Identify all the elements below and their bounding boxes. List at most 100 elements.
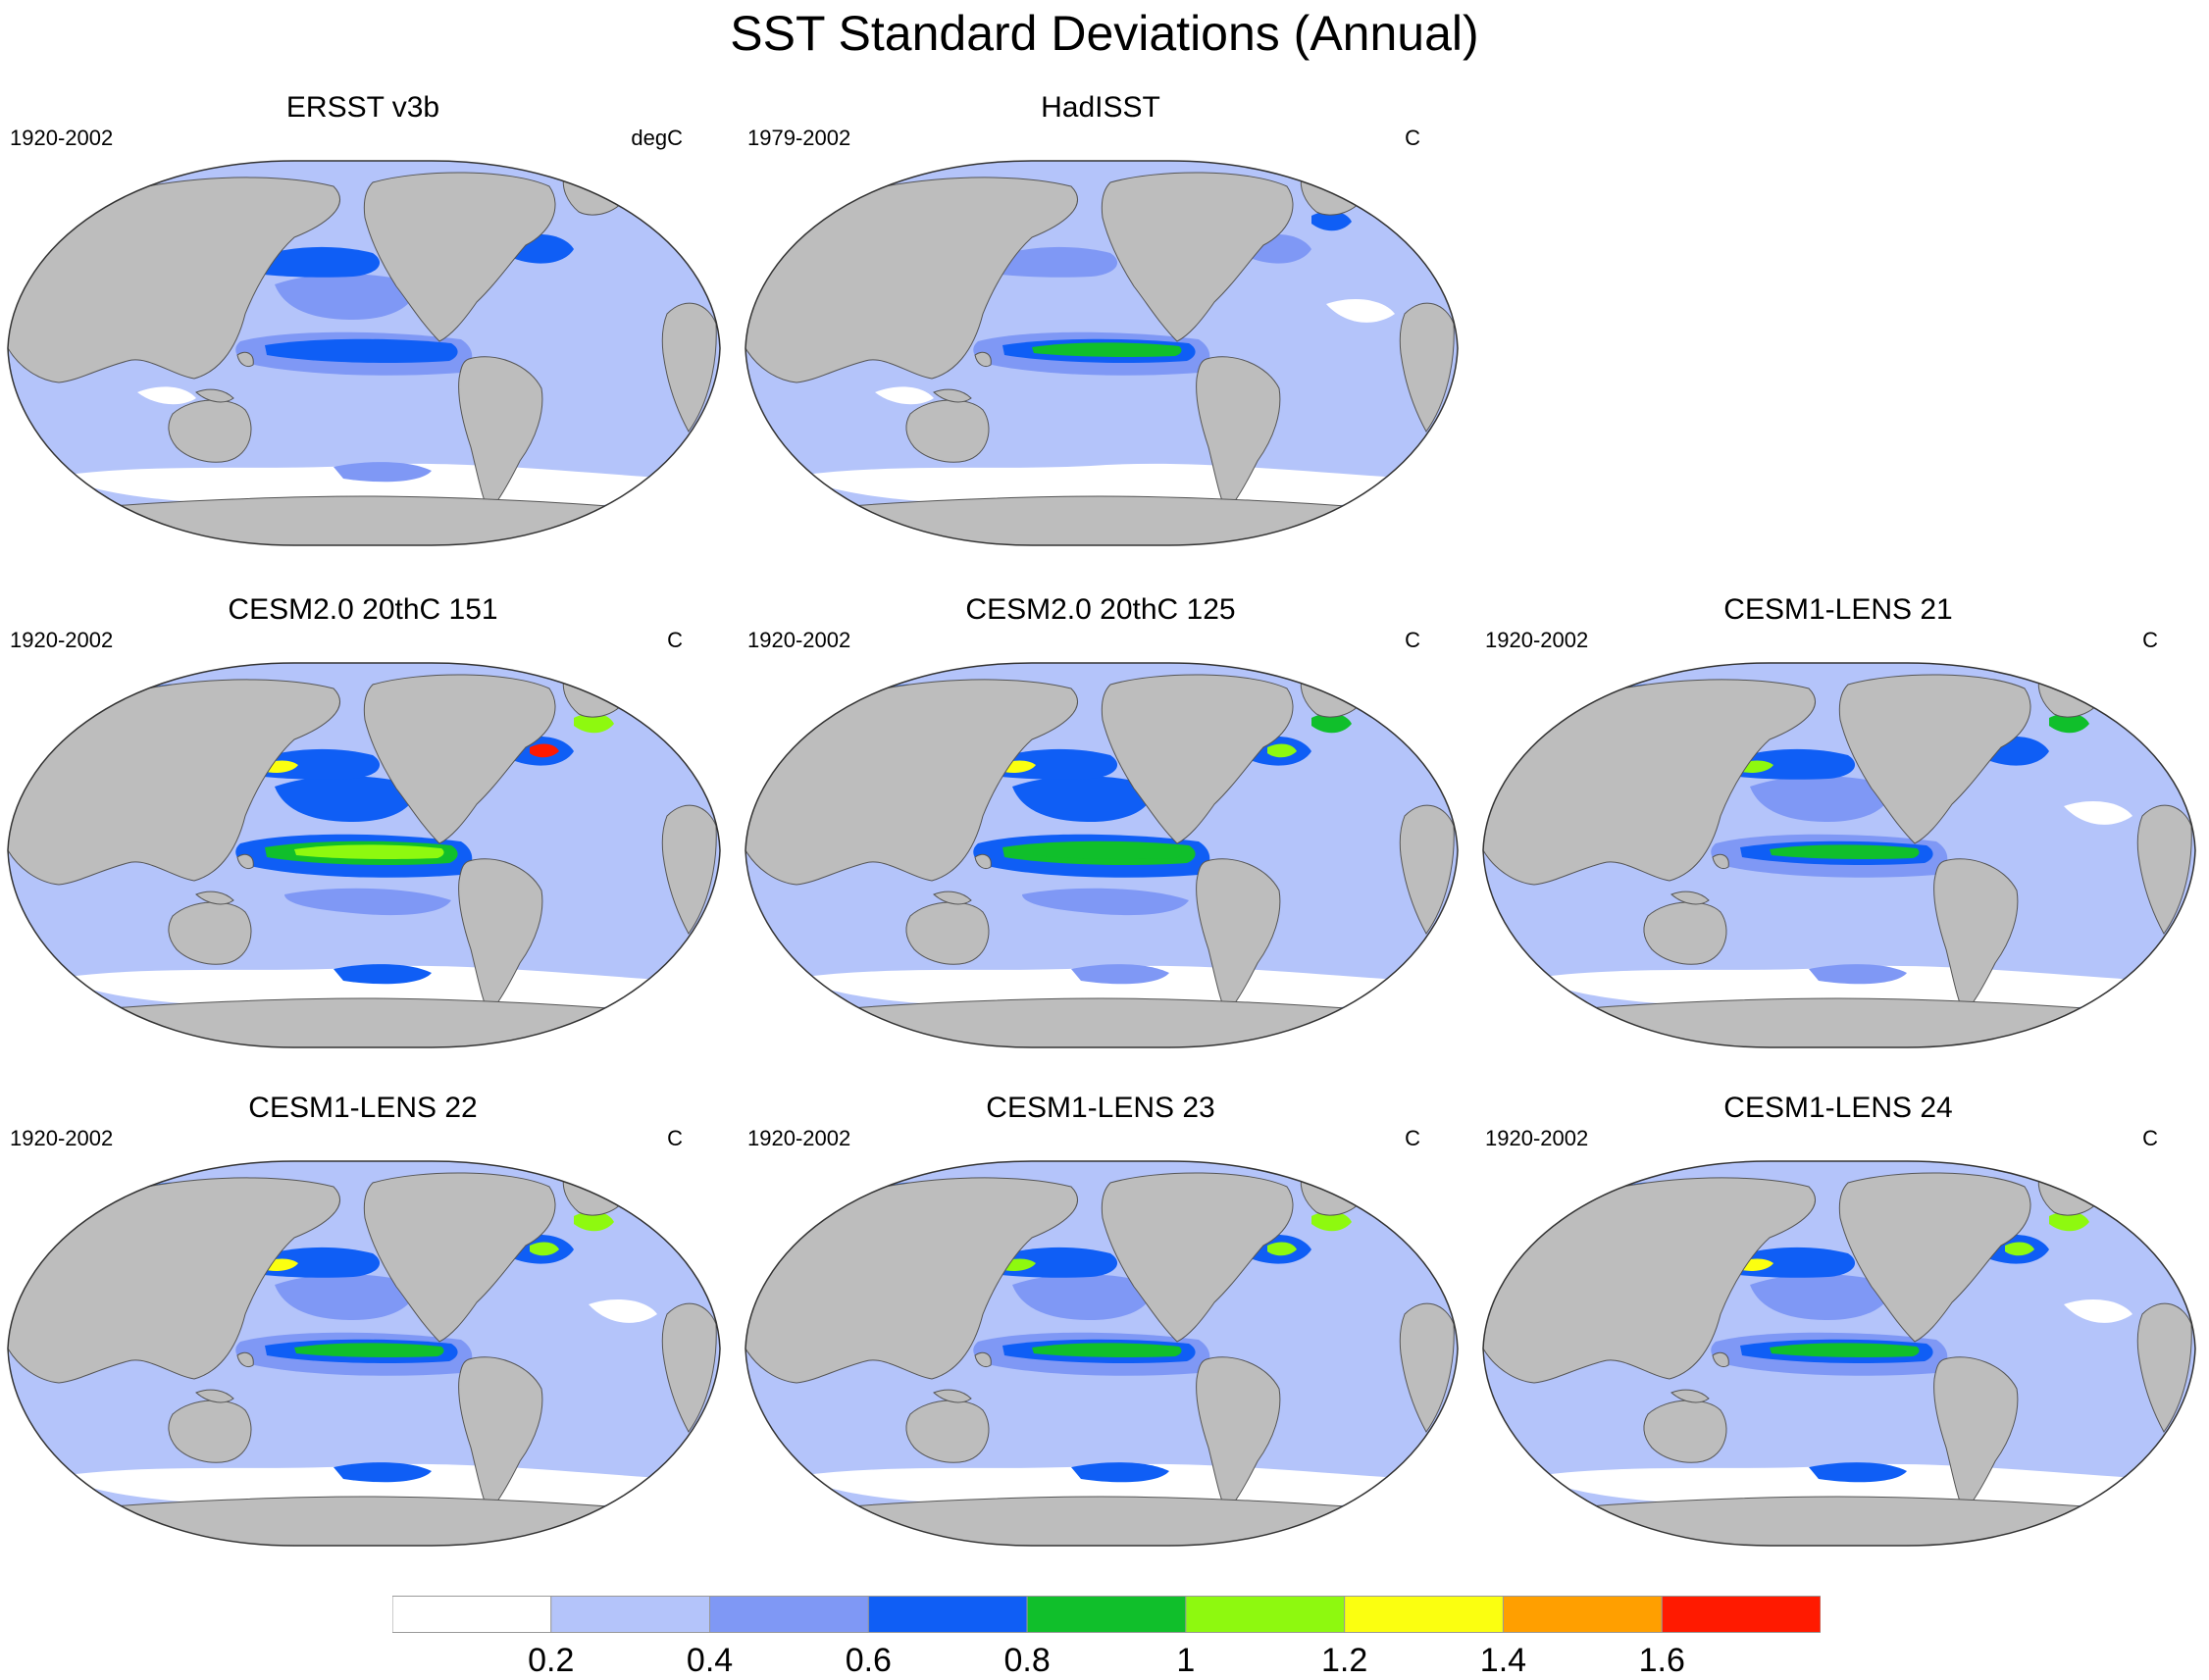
contour-soPac bbox=[1809, 964, 1907, 985]
contour-whiteSouth bbox=[1534, 1463, 2152, 1509]
panel-units: C bbox=[2142, 1126, 2158, 1150]
panel-units: C bbox=[1405, 628, 1420, 652]
contour-whiteSouth bbox=[796, 1463, 1414, 1509]
sst-field bbox=[1483, 1161, 2195, 1546]
panel-title: HadISST bbox=[1041, 91, 1160, 124]
contour-eqHot bbox=[1032, 1343, 1182, 1357]
map-panel-lens-21: CESM1-LENS 21 1920-2002 C bbox=[1475, 592, 2201, 1063]
land-mass bbox=[1542, 997, 2144, 1047]
land-mass bbox=[661, 804, 717, 935]
panel-title: CESM1-LENS 21 bbox=[1723, 593, 1953, 626]
colorbar-tick-label: 1.6 bbox=[1638, 1642, 1685, 1679]
contour-labrador bbox=[574, 1211, 614, 1232]
panel-units: C bbox=[667, 628, 683, 652]
map-outline bbox=[7, 662, 721, 1048]
colorbar-swatch bbox=[1026, 1596, 1187, 1633]
land-mass bbox=[67, 1496, 669, 1546]
land-mass bbox=[195, 1389, 234, 1403]
colorbar-tick-label: 1.4 bbox=[1479, 1642, 1527, 1679]
contour-npac bbox=[1750, 776, 1889, 822]
colorbar-swatch bbox=[1661, 1596, 1821, 1633]
contour-gulfHot bbox=[1267, 743, 1297, 758]
land-mass bbox=[804, 495, 1407, 545]
land-mass bbox=[2136, 1302, 2192, 1433]
panel-period: 1920-2002 bbox=[10, 126, 114, 150]
contour-whiteMid bbox=[137, 386, 196, 405]
contour-labrador bbox=[1311, 1211, 1352, 1232]
contour-soPac bbox=[334, 1462, 432, 1483]
land-mass bbox=[974, 351, 992, 368]
contour-whiteSouth bbox=[59, 965, 677, 1011]
panel-period: 1920-2002 bbox=[747, 628, 851, 652]
land-mass bbox=[363, 172, 556, 342]
contour-npac bbox=[1012, 1274, 1152, 1320]
land-mass bbox=[1712, 853, 1729, 870]
panel-title: CESM2.0 20thC 151 bbox=[228, 593, 498, 626]
contour-whiteSouth bbox=[796, 463, 1414, 509]
colorbar-tick-label: 0.4 bbox=[686, 1642, 734, 1679]
panel-period: 1920-2002 bbox=[747, 1126, 851, 1150]
figure-title: SST Standard Deviations (Annual) bbox=[730, 6, 1479, 61]
colorbar-tick-label: 1.2 bbox=[1321, 1642, 1368, 1679]
land-mass bbox=[1712, 1351, 1729, 1368]
land-mass bbox=[974, 1351, 992, 1368]
colorbar-tick-label: 0.8 bbox=[1003, 1642, 1051, 1679]
colorbar-swatch bbox=[1502, 1596, 1663, 1633]
land-mass bbox=[1399, 302, 1455, 433]
panel-units: C bbox=[1405, 1126, 1420, 1150]
land-mass bbox=[1670, 1389, 1710, 1403]
map-panel-ersst: ERSST v3b 1920-2002 degC bbox=[0, 90, 726, 561]
sst-field bbox=[8, 1161, 720, 1546]
map-panel-lens-22: CESM1-LENS 22 1920-2002 C bbox=[0, 1091, 726, 1561]
panel-period: 1920-2002 bbox=[10, 628, 114, 652]
sst-map bbox=[745, 662, 1459, 1048]
contour-gulfHot bbox=[1267, 1242, 1297, 1256]
colorbar-tick-label: 0.6 bbox=[845, 1642, 892, 1679]
contour-labrador bbox=[1311, 211, 1352, 231]
map-outline bbox=[745, 662, 1459, 1048]
contour-eqHot bbox=[1032, 342, 1182, 357]
land-mass bbox=[1101, 674, 1294, 844]
land-mass bbox=[804, 997, 1407, 1047]
contour-eqHot bbox=[1032, 844, 1182, 859]
contour-labrador bbox=[574, 713, 614, 734]
contour-whiteSouth bbox=[59, 463, 677, 509]
land-mass bbox=[363, 674, 556, 844]
colorbar-swatch bbox=[867, 1596, 1028, 1633]
contour-npac bbox=[1750, 1274, 1889, 1320]
contour-eqHot bbox=[294, 1343, 444, 1357]
land-mass bbox=[1399, 804, 1455, 935]
map-outline bbox=[1482, 662, 2196, 1048]
contour-whiteSouth bbox=[59, 1463, 677, 1509]
land-mass bbox=[933, 388, 972, 403]
panel-period: 1920-2002 bbox=[10, 1126, 114, 1150]
panel-title: CESM1-LENS 22 bbox=[248, 1092, 478, 1124]
colorbar-swatch bbox=[709, 1596, 869, 1633]
land-mass bbox=[236, 853, 254, 870]
panel-units: C bbox=[1405, 126, 1420, 150]
sst-field bbox=[745, 161, 1458, 545]
land-mass bbox=[1542, 1496, 2144, 1546]
map-panel-cesm2-125: CESM2.0 20thC 125 1920-2002 C bbox=[738, 592, 1464, 1063]
sst-field bbox=[8, 161, 720, 545]
land-mass bbox=[236, 1351, 254, 1368]
contour-npac bbox=[275, 274, 414, 320]
map-outline bbox=[745, 1160, 1459, 1547]
sst-map bbox=[7, 1160, 721, 1547]
panel-title: CESM1-LENS 24 bbox=[1723, 1092, 1953, 1124]
contour-whiteAtl bbox=[589, 1299, 657, 1323]
panel-title: CESM1-LENS 23 bbox=[986, 1092, 1215, 1124]
contour-eqHot bbox=[1770, 1343, 1920, 1357]
contour-southBand bbox=[1022, 888, 1189, 916]
sst-map bbox=[7, 160, 721, 546]
land-mass bbox=[1101, 172, 1294, 342]
contour-gulfHot bbox=[530, 743, 559, 758]
contour-soPac bbox=[1071, 1462, 1169, 1483]
contour-soPac bbox=[334, 462, 432, 483]
contour-southBand bbox=[284, 888, 451, 916]
contour-soPac bbox=[1071, 964, 1169, 985]
contour-gulfHot bbox=[2005, 1242, 2034, 1256]
land-mass bbox=[363, 1172, 556, 1343]
land-mass bbox=[1838, 674, 2031, 844]
panel-units: C bbox=[667, 1126, 683, 1150]
